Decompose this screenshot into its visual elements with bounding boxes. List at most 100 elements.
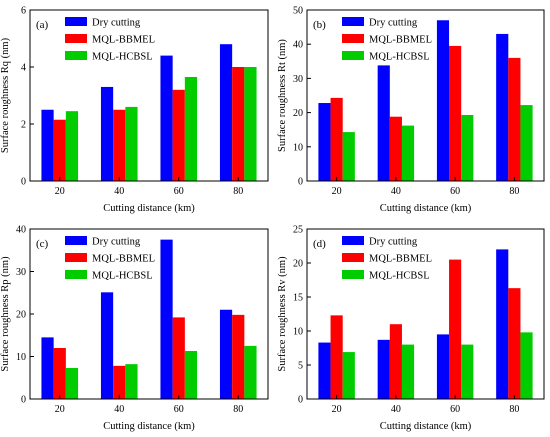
- bar: [520, 332, 533, 399]
- bar: [389, 324, 402, 399]
- bar: [318, 103, 331, 181]
- bar: [100, 86, 114, 181]
- bar: [219, 44, 233, 182]
- bar: [113, 365, 126, 399]
- y-tick-label: 10: [293, 142, 303, 153]
- legend: Dry cutting MQL-BBMEL MQL-HCBSL: [342, 236, 432, 282]
- x-tick-label: 80: [509, 186, 519, 197]
- bar: [461, 344, 474, 399]
- bar: [330, 97, 343, 181]
- panel-label: (b): [313, 19, 326, 31]
- x-tick-label: 80: [233, 404, 243, 415]
- legend-swatch: [342, 236, 364, 245]
- legend-swatch: [65, 51, 87, 60]
- chart-panel-b: 0 10 20 30 40 50 20 40 60 80 Cutting distance (km)…: [277, 6, 545, 214]
- y-tick-label: 30: [16, 267, 26, 278]
- x-tick-label: 40: [391, 404, 401, 415]
- bar: [160, 239, 173, 400]
- y-tick-label: 20: [293, 259, 303, 270]
- plot-frame: [306, 9, 545, 182]
- bar: [436, 334, 450, 399]
- bar: [436, 20, 450, 182]
- x-tick-label: 60: [450, 404, 460, 415]
- y-tick-label: 15: [293, 293, 303, 304]
- bar: [244, 67, 257, 181]
- y-axis-label: Surface roughness Rt (nm): [277, 39, 288, 152]
- bar: [330, 315, 343, 399]
- x-tick-label: 20: [55, 404, 65, 415]
- legend-label: Dry cutting: [92, 237, 141, 248]
- legend: Dry cutting MQL-BBMEL MQL-HCBSL: [65, 236, 155, 282]
- legend-swatch: [342, 34, 364, 43]
- legend-label: MQL-BBMEL: [369, 254, 432, 265]
- bar: [65, 111, 79, 181]
- y-tick-label: 25: [293, 225, 303, 236]
- y-tick-label: 40: [293, 40, 303, 51]
- bar: [520, 105, 533, 181]
- legend-swatch: [65, 17, 87, 26]
- bar: [401, 125, 415, 181]
- y-tick-label: 0: [21, 395, 26, 406]
- x-axis-label: Cutting distance (km): [103, 421, 195, 432]
- y-tick-label: 5: [298, 361, 303, 372]
- y-tick-label: 0: [298, 177, 303, 188]
- bar: [342, 132, 355, 181]
- bar: [496, 33, 509, 181]
- bar: [377, 339, 390, 399]
- legend-swatch: [342, 51, 364, 60]
- bar: [232, 67, 245, 181]
- panel-label: (c): [36, 238, 49, 250]
- y-tick-label: 20: [293, 108, 303, 119]
- y-tick-label: 20: [16, 310, 26, 321]
- legend-label: Dry cutting: [369, 18, 418, 29]
- plot-frame: [306, 228, 545, 400]
- legend-label: MQL-BBMEL: [369, 35, 432, 46]
- bar: [449, 259, 462, 399]
- bar: [401, 344, 415, 399]
- y-tick-label: 2: [21, 120, 26, 131]
- x-tick-label: 60: [174, 404, 184, 415]
- x-tick-label: 40: [114, 186, 124, 197]
- x-axis-label: Cutting distance (km): [380, 421, 472, 432]
- y-tick-label: 10: [16, 352, 26, 363]
- panel-label: (d): [313, 238, 326, 250]
- legend: Dry cutting MQL-BBMEL MQL-HCBSL: [65, 17, 155, 63]
- y-tick-label: 30: [293, 74, 303, 85]
- legend-label: MQL-HCBSL: [369, 52, 430, 63]
- legend-swatch: [342, 17, 364, 26]
- y-tick-label: 4: [21, 63, 26, 74]
- x-tick-label: 40: [114, 404, 124, 415]
- x-axis-label: Cutting distance (km): [103, 203, 195, 214]
- bar: [184, 350, 198, 399]
- y-axis-label: Surface roughness Rv (nm): [277, 256, 288, 372]
- x-tick-label: 20: [332, 404, 342, 415]
- legend-label: MQL-HCBSL: [369, 271, 430, 282]
- x-axis-label: Cutting distance (km): [380, 203, 472, 214]
- chart-panel-a: 0 2 4 6 20 40 60 80 Cutting distance (km) Surface…: [0, 6, 269, 214]
- y-tick-label: 6: [21, 6, 26, 17]
- y-axis-label: Surface roughness Rp (nm): [0, 256, 11, 372]
- legend-swatch: [342, 253, 364, 262]
- y-tick-label: 50: [293, 6, 303, 17]
- legend-label: MQL-BBMEL: [92, 254, 155, 265]
- legend-label: MQL-BBMEL: [92, 35, 155, 46]
- bar: [232, 314, 245, 399]
- chart-panel-c: 0 10 20 30 40 20 40 60 80 Cutting distance (km) Su…: [0, 225, 269, 432]
- legend-swatch: [65, 34, 87, 43]
- y-axis-label: Surface roughness Rq (nm): [0, 37, 11, 153]
- y-tick-label: 10: [293, 327, 303, 338]
- bar: [65, 367, 79, 399]
- bar: [377, 65, 390, 181]
- legend-swatch: [65, 270, 87, 279]
- bar: [100, 292, 114, 399]
- x-tick-label: 20: [332, 186, 342, 197]
- bar: [41, 109, 54, 181]
- bar: [125, 106, 138, 181]
- bar: [318, 342, 331, 399]
- legend-label: Dry cutting: [92, 18, 141, 29]
- legend-swatch: [342, 270, 364, 279]
- bar: [461, 114, 474, 181]
- x-tick-label: 80: [509, 404, 519, 415]
- bar: [41, 337, 54, 400]
